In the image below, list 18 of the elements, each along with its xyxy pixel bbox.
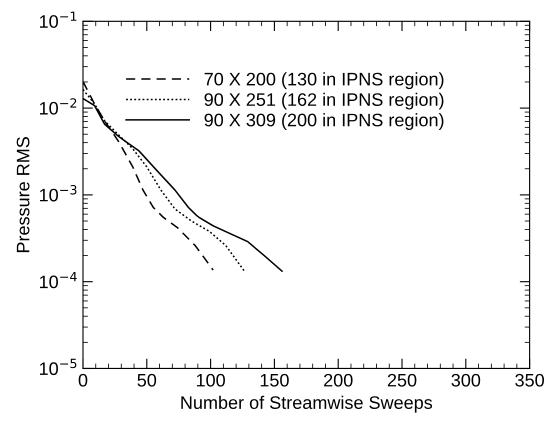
x-tick-label: 150 — [260, 374, 289, 387]
x-axis-title: Number of Streamwise Sweeps — [181, 396, 432, 413]
x-tick-label: 300 — [451, 374, 480, 387]
y-tick-label: 10$^{−5}$ — [40, 358, 76, 376]
x-tick-label: 50 — [137, 374, 156, 387]
y-tick-label: 10$^{−1}$ — [40, 12, 76, 28]
y-tick-label: 10$^{−2}$ — [40, 98, 76, 115]
legend-label: 70 X 200 (130 in IPNS region) — [204, 72, 444, 90]
x-tick-label: 350 — [515, 374, 544, 387]
x-tick-label: 0 — [78, 374, 88, 387]
x-tick-label: 250 — [388, 374, 416, 387]
y-tick-label: 10$^{−4}$ — [40, 272, 77, 288]
legend-label: 90 X 251 (162 in IPNS region) — [204, 92, 444, 110]
legend-label: 90 X 309 (200 in IPNS region) — [204, 113, 444, 130]
x-tick-label: 100 — [196, 374, 225, 387]
y-tick-label: 10$^{−3}$ — [40, 185, 76, 202]
x-tick-label: 200 — [324, 374, 353, 387]
y-axis-title: Pressure RMS — [16, 137, 30, 252]
